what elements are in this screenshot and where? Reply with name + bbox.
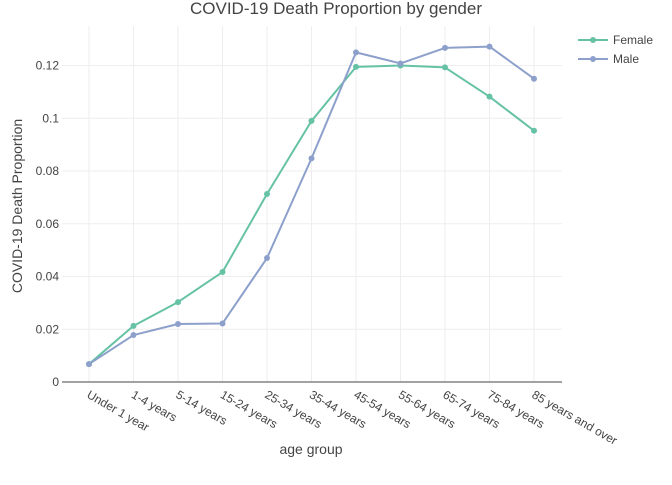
legend-label: Male — [613, 52, 639, 66]
data-point-male[interactable] — [308, 155, 315, 162]
x-axis-title: age group — [279, 441, 342, 457]
data-point-female[interactable] — [486, 93, 493, 100]
data-point-female[interactable] — [353, 63, 359, 70]
grid-layer — [62, 26, 562, 383]
data-point-male[interactable] — [353, 49, 359, 56]
data-point-female[interactable] — [130, 322, 137, 329]
data-point-male[interactable] — [397, 60, 404, 67]
data-point-male[interactable] — [264, 255, 270, 262]
legend-item-male[interactable]: Male — [578, 52, 639, 66]
data-point-male[interactable] — [531, 75, 537, 82]
y-axis-title: COVID-19 Death Proportion — [9, 119, 25, 293]
y-tick-label: 0.04 — [36, 270, 60, 284]
data-point-female[interactable] — [264, 190, 270, 197]
data-point-female[interactable] — [442, 64, 448, 71]
y-tick-label: 0.1 — [42, 111, 59, 125]
legend[interactable]: Female Male — [578, 33, 653, 66]
data-point-male[interactable] — [486, 43, 493, 50]
data-point-male[interactable] — [130, 332, 137, 339]
y-tick-label: 0.06 — [36, 217, 60, 231]
data-point-male[interactable] — [175, 320, 181, 327]
legend-label: Female — [613, 33, 653, 47]
data-point-male[interactable] — [442, 44, 448, 51]
y-axis-ticks: 0 0.02 0.04 0.06 0.08 0.1 0.12 — [36, 59, 60, 389]
data-point-male[interactable] — [86, 361, 92, 368]
chart-title: COVID-19 Death Proportion by gender — [190, 0, 482, 18]
y-tick-label: 0 — [52, 375, 59, 389]
series-layer — [86, 43, 537, 368]
data-point-female[interactable] — [219, 269, 226, 276]
data-point-female[interactable] — [531, 127, 537, 134]
y-tick-label: 0.12 — [36, 59, 60, 73]
legend-swatch-marker — [590, 56, 596, 62]
data-point-female[interactable] — [308, 117, 315, 124]
data-point-male[interactable] — [219, 320, 226, 327]
legend-item-female[interactable]: Female — [578, 33, 653, 47]
legend-swatch-marker — [590, 37, 596, 43]
y-tick-label: 0.08 — [36, 164, 60, 178]
data-point-female[interactable] — [175, 299, 181, 306]
y-tick-label: 0.02 — [36, 322, 60, 336]
